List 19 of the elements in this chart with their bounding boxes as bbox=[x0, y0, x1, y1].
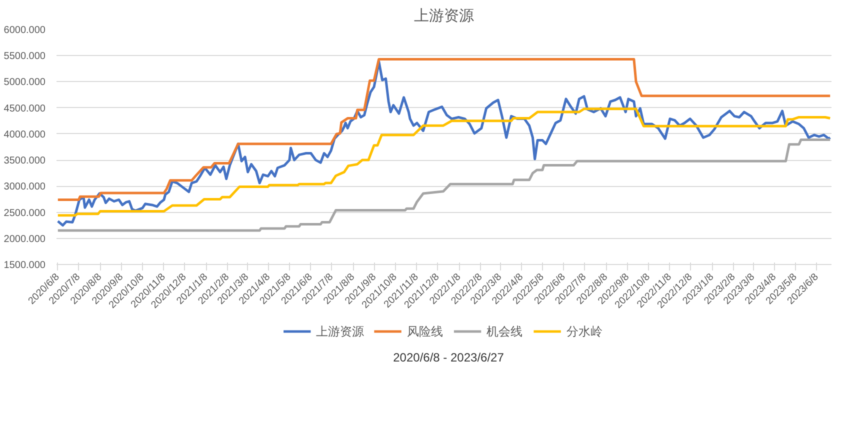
text: 2020/6/8 - 2023/6/27 bbox=[393, 350, 504, 364]
y-tick-label: 2500.000 bbox=[4, 208, 46, 219]
legend-label: 风险线 bbox=[406, 324, 443, 338]
y-tick-label: 4000.000 bbox=[4, 129, 46, 140]
y-tick-label: 5000.000 bbox=[4, 77, 46, 88]
line-series bbox=[56, 108, 832, 217]
legend-label: 机会线 bbox=[486, 324, 523, 338]
y-tick-label: 1500.000 bbox=[4, 260, 46, 271]
y-tick-label: 4500.000 bbox=[4, 103, 46, 114]
y-tick-label: 6000.000 bbox=[4, 25, 46, 36]
y-tick-label: 2000.000 bbox=[4, 234, 46, 245]
chart-title: 上游资源 bbox=[414, 8, 474, 24]
y-tick-label: 5500.000 bbox=[4, 51, 46, 62]
line-series bbox=[56, 138, 832, 232]
line-series bbox=[56, 58, 832, 201]
y-tick-label: 3000.000 bbox=[4, 182, 46, 193]
y-tick-label: 3500.000 bbox=[4, 156, 46, 167]
legend-label: 上游资源 bbox=[316, 324, 364, 338]
legend-label: 分水岭 bbox=[566, 324, 602, 338]
